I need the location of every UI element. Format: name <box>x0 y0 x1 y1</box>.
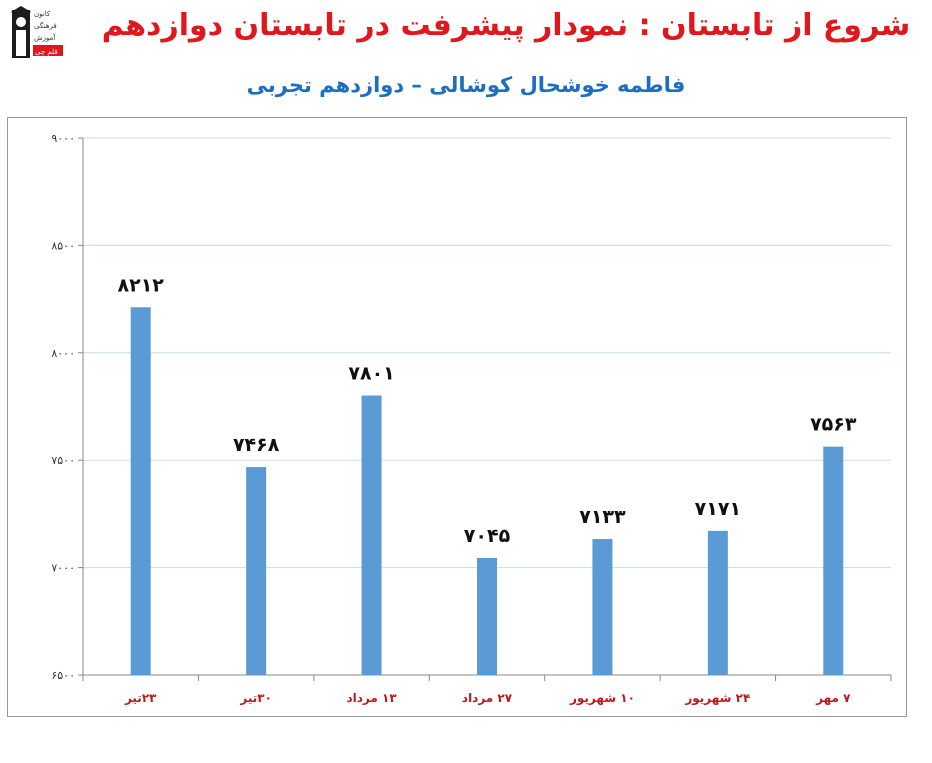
x-tick-label: ۱۳ مرداد <box>346 691 397 705</box>
x-tick-label: ۳۰تیر <box>239 691 272 705</box>
y-tick-label: ۸۰۰۰ <box>51 347 75 360</box>
y-tick-label: ۷۰۰۰ <box>51 562 75 575</box>
data-label: ۷۰۴۵ <box>464 525 511 547</box>
data-label: ۷۱۷۱ <box>695 498 741 520</box>
x-tick-label: ۲۴ شهریور <box>684 691 750 706</box>
bar <box>361 395 382 675</box>
y-tick-label: ۶۵۰۰ <box>51 669 75 682</box>
data-label: ۷۴۶۸ <box>233 434 280 456</box>
y-tick-label: ۸۵۰۰ <box>51 239 75 252</box>
x-tick-label: ۷ مهر <box>815 691 851 705</box>
bar <box>477 557 497 675</box>
x-tick-label: ۱۰ شهریور <box>569 691 635 706</box>
logo-text-2: فرهنگی <box>34 21 57 30</box>
data-label: ۸۲۱۲ <box>118 274 165 296</box>
logo: کانون فرهنگی آموزش قلم چی <box>10 4 68 60</box>
bar <box>592 539 613 675</box>
logo-text-1: کانون <box>34 10 51 18</box>
data-label: ۷۱۳۳ <box>579 506 626 528</box>
y-tick-label: ۹۰۰۰ <box>51 132 75 145</box>
bar <box>130 307 151 675</box>
data-label: ۷۸۰۱ <box>348 363 394 385</box>
graduate-logo-icon: کانون فرهنگی آموزش قلم چی <box>11 6 63 58</box>
data-label: ۷۵۶۳ <box>810 414 857 436</box>
bar <box>246 467 267 675</box>
x-tick-label: ۲۳تیر <box>124 691 157 705</box>
page-title: شروع از تابستان : نمودار پیشرفت در تابست… <box>101 8 911 43</box>
chart-frame: ۶۵۰۰ ۷۰۰۰ ۷۵۰۰ ۸۰۰۰ ۸۵۰۰ ۹۰۰۰ ۸۲۱۲ ۲۳تیر ۷۴۶۸ ۳۰ت… <box>7 117 907 717</box>
bar-chart: ۶۵۰۰ ۷۰۰۰ ۷۵۰۰ ۸۰۰۰ ۸۵۰۰ ۹۰۰۰ ۸۲۱۲ ۲۳تیر ۷۴۶۸ ۳۰ت… <box>51 132 892 706</box>
x-tick-label: ۲۷ مرداد <box>462 691 513 705</box>
bar <box>823 446 844 675</box>
page-subtitle: فاطمه خوشحال کوشالی – دوازدهم تجربی <box>246 73 686 97</box>
y-tick-label: ۷۵۰۰ <box>51 454 75 467</box>
logo-text-4: قلم چی <box>35 48 58 56</box>
logo-text-3: آموزش <box>34 33 56 42</box>
bar <box>707 530 728 675</box>
